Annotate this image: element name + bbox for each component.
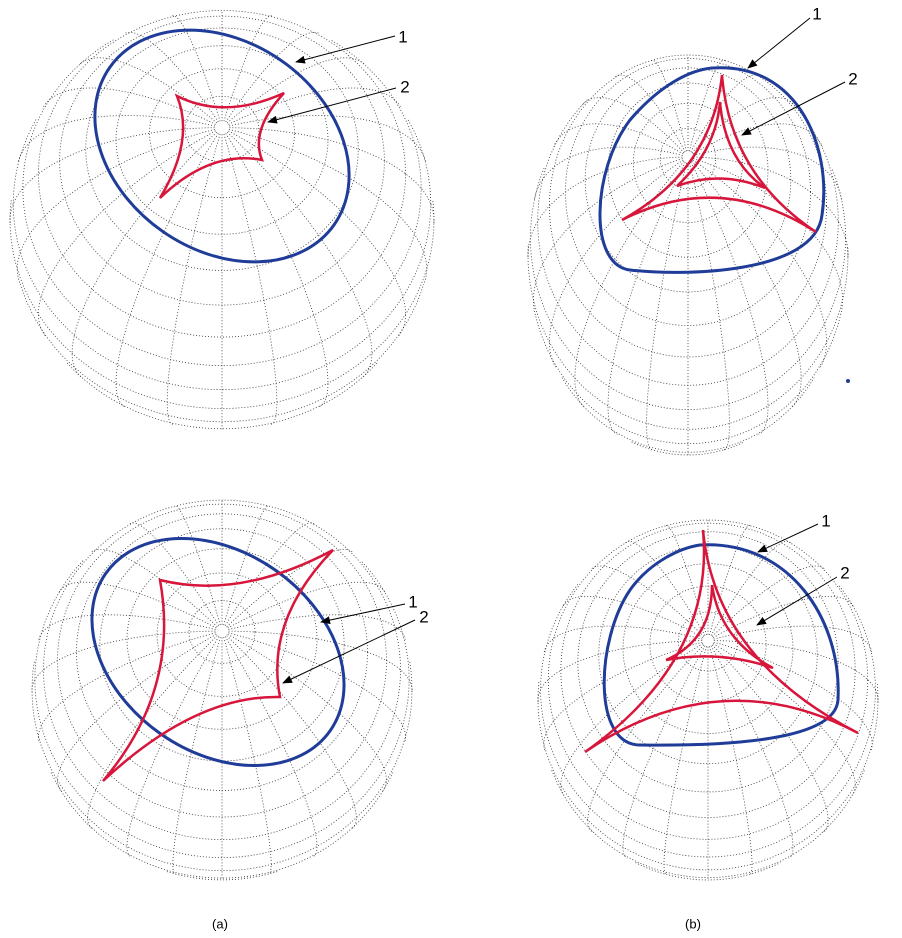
wire-line <box>224 506 270 625</box>
wire-line <box>689 163 729 450</box>
wire-line <box>227 636 357 829</box>
wire-line <box>691 75 761 152</box>
red-curve <box>677 102 765 188</box>
label: 2 <box>400 77 409 96</box>
wire-line <box>224 134 277 424</box>
wire-line <box>124 32 219 122</box>
wire-line <box>227 549 354 626</box>
wire-line <box>225 637 317 857</box>
wire-line <box>228 582 385 628</box>
wire-line <box>59 582 216 628</box>
wire-line <box>173 637 221 874</box>
red-curve <box>103 550 333 781</box>
caption: (a) <box>212 916 228 931</box>
arrow <box>283 620 415 683</box>
blue-curve <box>604 545 838 745</box>
wire-line <box>615 75 685 152</box>
wire-line <box>127 637 219 857</box>
wire-line <box>228 634 387 790</box>
label: 1 <box>821 511 830 530</box>
wire-line <box>167 872 277 880</box>
wire-line <box>39 615 216 641</box>
wire-line <box>17 129 215 284</box>
wire-line <box>72 132 217 378</box>
wire-line <box>711 646 793 859</box>
wire-line <box>693 159 842 317</box>
wire-line <box>227 58 364 123</box>
wire-line <box>534 159 683 317</box>
wire-line <box>23 40 421 366</box>
wire-line <box>561 644 703 796</box>
wire-line <box>713 596 854 637</box>
arrow <box>748 18 810 68</box>
wire-line <box>116 133 218 406</box>
label: 1 <box>398 27 407 46</box>
wire-line <box>666 526 707 635</box>
label: 2 <box>419 607 428 626</box>
caption: (b) <box>685 916 701 931</box>
wire-line <box>167 134 220 424</box>
label: 1 <box>408 592 417 611</box>
arrow <box>742 82 845 135</box>
dot <box>846 379 850 383</box>
label: 2 <box>840 563 849 582</box>
arrow <box>758 524 818 552</box>
figure: 1 2 1 2 1 2 1 2 (a) (b) <box>0 0 902 938</box>
red-curve <box>585 530 858 752</box>
wire-line <box>538 100 839 386</box>
wire-line <box>575 161 684 407</box>
wire-line <box>32 631 215 692</box>
arrow <box>296 36 395 62</box>
label: 2 <box>848 69 857 88</box>
wire-line <box>42 88 215 124</box>
wire-line <box>582 98 684 153</box>
wire-line <box>562 596 703 637</box>
wire-line <box>44 500 401 839</box>
wire-line <box>51 773 393 879</box>
wire-line <box>91 549 218 626</box>
wire-line <box>226 133 328 406</box>
wire-line <box>175 506 221 625</box>
label: 1 <box>812 4 821 23</box>
wire-line <box>229 631 412 692</box>
wire-line <box>35 561 409 858</box>
wire-line <box>224 637 272 874</box>
